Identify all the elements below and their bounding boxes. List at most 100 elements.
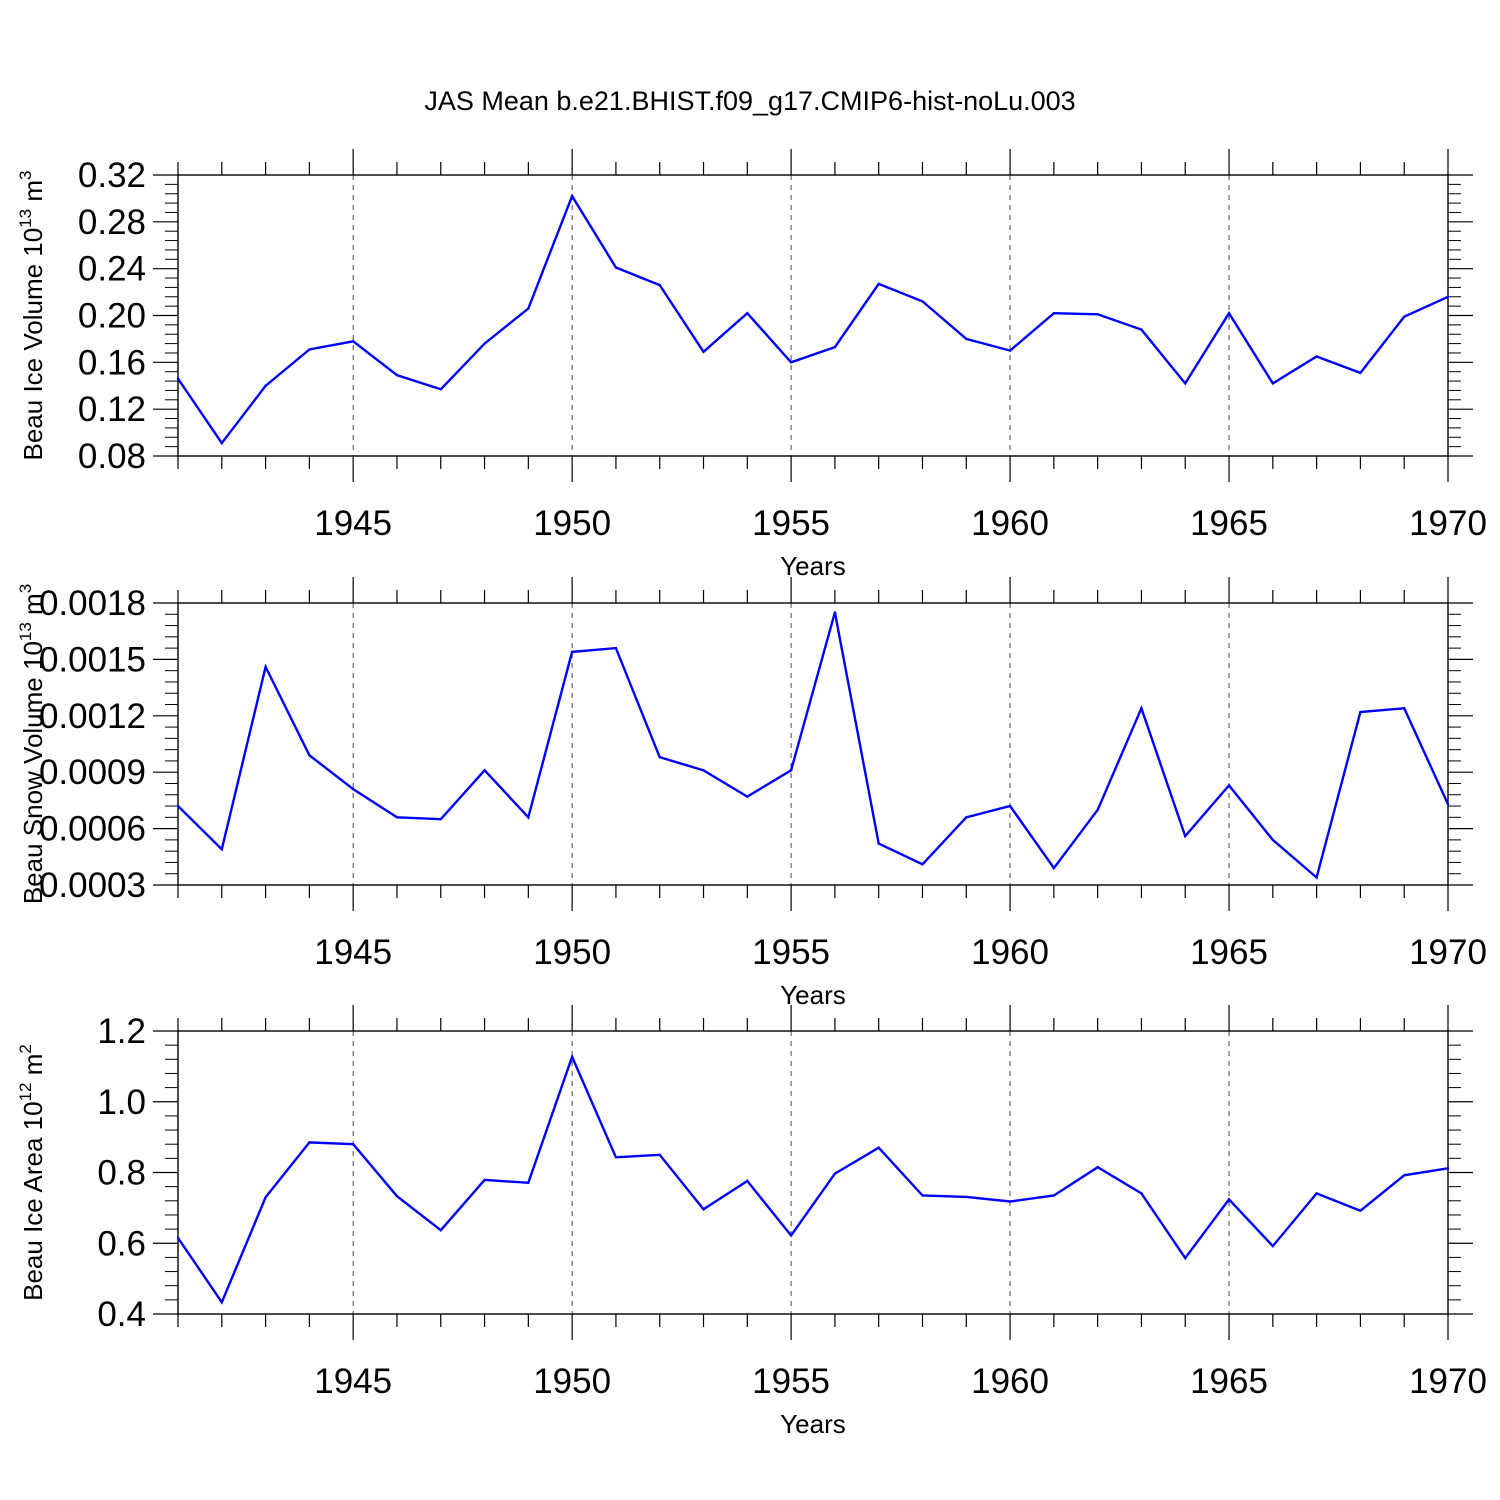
data-point bbox=[351, 1143, 355, 1146]
data-point bbox=[746, 795, 749, 798]
x-tick-label: 1960 bbox=[971, 504, 1049, 543]
panel-2: 0.0003 0.0006 0.0009 0.0012 0.0015 0.0018 1945… bbox=[16, 577, 1487, 1010]
y-tick-label: 0.0009 bbox=[39, 753, 146, 792]
data-point bbox=[176, 1236, 180, 1240]
data-point bbox=[702, 350, 705, 353]
data-point bbox=[702, 1208, 705, 1211]
x-tick-label: 1965 bbox=[1190, 933, 1268, 972]
y-tick-label: 0.16 bbox=[78, 343, 146, 382]
data-point bbox=[1446, 1167, 1450, 1170]
y-tick-label: 1.0 bbox=[97, 1083, 146, 1122]
x-axis-label: Years bbox=[780, 980, 846, 1010]
data-point bbox=[1184, 1256, 1187, 1260]
data-point bbox=[1359, 371, 1362, 375]
data-point bbox=[527, 816, 530, 819]
plot-frame bbox=[177, 1030, 1449, 1315]
data-point bbox=[220, 441, 223, 445]
data-point bbox=[1184, 382, 1187, 385]
data-point bbox=[1446, 295, 1450, 298]
x-tick-label: 1960 bbox=[971, 933, 1049, 972]
data-point bbox=[921, 863, 924, 866]
data-point bbox=[658, 283, 661, 287]
data-point bbox=[1052, 866, 1056, 870]
data-point bbox=[1359, 1209, 1362, 1212]
data-point bbox=[1140, 1192, 1143, 1195]
data-point bbox=[1227, 311, 1231, 315]
data-point bbox=[1227, 1198, 1231, 1201]
data-point bbox=[439, 388, 442, 391]
series-line bbox=[177, 1053, 1449, 1305]
data-point bbox=[1140, 707, 1143, 710]
data-point bbox=[1271, 1244, 1275, 1248]
data-point bbox=[1271, 382, 1275, 385]
x-tick-label: 1945 bbox=[314, 933, 392, 972]
y-tick-label: 0.6 bbox=[97, 1224, 146, 1263]
data-point bbox=[921, 1194, 924, 1197]
data-point bbox=[789, 1234, 793, 1237]
data-point bbox=[1227, 784, 1231, 787]
data-point bbox=[1096, 1165, 1099, 1169]
x-tick-label: 1965 bbox=[1190, 1362, 1268, 1401]
data-point bbox=[220, 1301, 223, 1304]
plot-frame bbox=[177, 602, 1449, 886]
data-point bbox=[439, 1228, 442, 1232]
data-point bbox=[1403, 315, 1406, 318]
data-point bbox=[176, 804, 180, 808]
y-tick-label: 0.0018 bbox=[39, 584, 146, 623]
data-point bbox=[789, 769, 793, 772]
data-point bbox=[1403, 707, 1406, 710]
y-tick-label: 0.12 bbox=[78, 390, 146, 429]
panel-1: 0.08 0.12 0.16 0.20 0.24 0.28 0.32 1945 1950 1955… bbox=[16, 149, 1487, 581]
y-tick-label: 0.32 bbox=[78, 156, 146, 195]
data-point bbox=[702, 769, 705, 772]
x-tick-label: 1970 bbox=[1409, 933, 1487, 972]
data-point bbox=[1052, 1194, 1056, 1197]
data-point bbox=[877, 842, 880, 845]
x-tick-label: 1970 bbox=[1409, 1362, 1487, 1401]
data-point bbox=[614, 1156, 618, 1159]
data-point bbox=[483, 769, 486, 772]
y-tick-label: 0.0006 bbox=[39, 810, 146, 849]
data-point bbox=[570, 650, 574, 654]
chart-title: JAS Mean b.e21.BHIST.f09_g17.CMIP6-hist-… bbox=[424, 86, 1075, 116]
data-point bbox=[1096, 808, 1099, 811]
series-line bbox=[177, 612, 1450, 880]
data-point bbox=[395, 1195, 399, 1198]
x-axis-label: Years bbox=[780, 551, 846, 581]
data-point bbox=[351, 340, 355, 343]
data-point bbox=[833, 345, 837, 349]
y-tick-label: 0.08 bbox=[78, 437, 146, 476]
x-tick-label: 1950 bbox=[533, 1362, 611, 1401]
y-tick-label: 1.2 bbox=[97, 1012, 146, 1051]
panel-3: 0.4 0.6 0.8 1.0 1.2 1945 1950 1955 1960 1965 1970 Y… bbox=[16, 1005, 1487, 1439]
data-point bbox=[1008, 1200, 1012, 1203]
data-point bbox=[483, 342, 486, 345]
x-tick-label: 1950 bbox=[533, 504, 611, 543]
series-line bbox=[177, 193, 1449, 446]
data-point bbox=[1140, 328, 1143, 331]
data-point bbox=[1008, 349, 1012, 352]
data-point bbox=[921, 300, 924, 303]
x-tick-label: 1965 bbox=[1190, 504, 1268, 543]
plot-frame bbox=[177, 174, 1449, 457]
data-point bbox=[395, 816, 399, 819]
data-point bbox=[833, 611, 837, 614]
data-point bbox=[658, 1153, 661, 1157]
data-point bbox=[1096, 313, 1099, 316]
data-point bbox=[965, 337, 968, 341]
data-point bbox=[570, 1055, 574, 1059]
data-point bbox=[833, 1172, 837, 1175]
data-point bbox=[1008, 804, 1012, 808]
y-tick-label: 0.20 bbox=[78, 297, 146, 336]
data-point bbox=[965, 1195, 968, 1199]
x-tick-label: 1970 bbox=[1409, 504, 1487, 543]
data-point bbox=[570, 194, 574, 198]
y-axis-label: Beau Snow Volume 1013 m3 bbox=[16, 584, 48, 904]
x-tick-label: 1945 bbox=[314, 1362, 392, 1401]
data-point bbox=[746, 1179, 749, 1183]
y-tick-label: 0.0015 bbox=[39, 640, 146, 679]
data-point bbox=[308, 754, 311, 757]
data-point bbox=[1052, 311, 1056, 315]
y-tick-label: 0.0012 bbox=[39, 697, 146, 736]
